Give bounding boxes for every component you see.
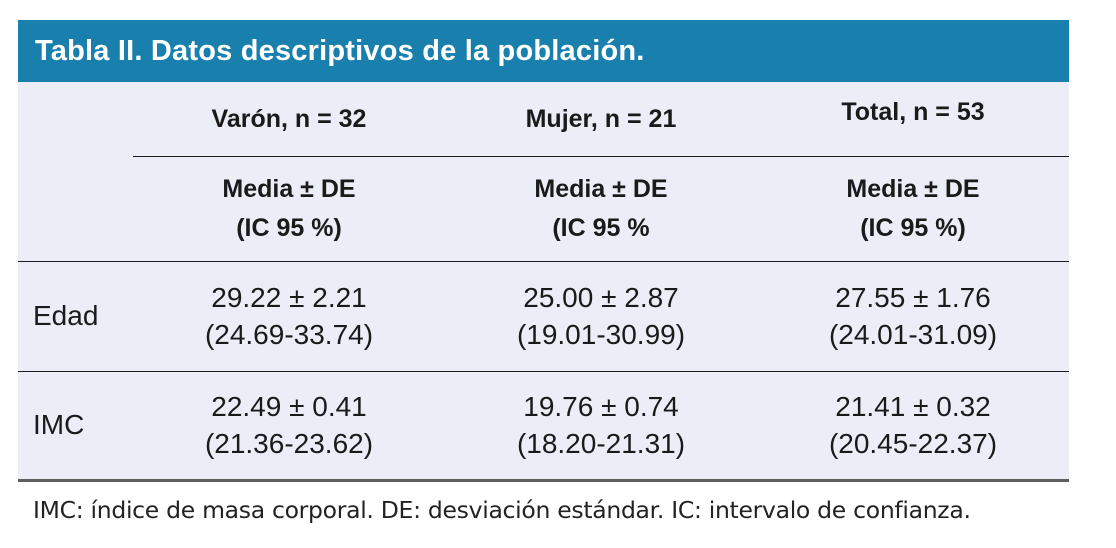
- cell-imc-varon-mean: 22.49 ± 0.41: [211, 391, 367, 423]
- cell-edad-mujer-mean: 25.00 ± 2.87: [523, 282, 679, 314]
- row-label-imc: IMC: [33, 409, 85, 441]
- table-row-imc: IMC 22.49 ± 0.41 (21.36-23.62) 19.76 ± 0…: [18, 372, 1069, 479]
- cell-edad-varon-mean: 29.22 ± 2.21: [211, 282, 367, 314]
- table-title: Tabla II. Datos descriptivos de la pobla…: [35, 34, 645, 67]
- table-body: Varón, n = 32 Mujer, n = 21 Total, n = 5…: [18, 82, 1069, 482]
- sub-header-mujer: Media ± DE (IC 95 %: [445, 157, 757, 261]
- cell-imc-total-ci: (20.45-22.37): [828, 427, 998, 459]
- column-header-mujer-label: Mujer, n = 21: [525, 104, 677, 133]
- cell-edad-total-mean: 27.55 ± 1.76: [835, 282, 991, 314]
- column-header-varon-label: Varón, n = 32: [211, 104, 367, 133]
- cell-imc-total-mean: 21.41 ± 0.32: [835, 391, 991, 423]
- table-footnote: IMC: índice de masa corporal. DE: desvia…: [33, 496, 971, 524]
- sub-header-mujer-line1: Media ± DE: [534, 175, 668, 204]
- column-header-total-label: Total, n = 53: [841, 97, 985, 126]
- cell-edad-mujer-ci: (19.01-30.99): [516, 318, 686, 350]
- table-row-edad: Edad 29.22 ± 2.21 (24.69-33.74) 25.00 ± …: [18, 262, 1069, 372]
- sub-header-row: Media ± DE (IC 95 %) Media ± DE (IC 95 %…: [18, 157, 1069, 262]
- row-label-edad: Edad: [33, 300, 99, 332]
- cell-imc-mujer: 19.76 ± 0.74 (18.20-21.31): [445, 372, 757, 479]
- sub-header-varon-line1: Media ± DE: [222, 175, 356, 204]
- cell-imc-total: 21.41 ± 0.32 (20.45-22.37): [757, 372, 1069, 479]
- column-header-mujer: Mujer, n = 21: [445, 82, 757, 157]
- sub-header-total-line2: (IC 95 %): [860, 214, 966, 242]
- cell-imc-varon-ci: (21.36-23.62): [204, 427, 374, 459]
- cell-imc-varon: 22.49 ± 0.41 (21.36-23.62): [133, 372, 445, 479]
- cell-edad-varon-ci: (24.69-33.74): [204, 318, 374, 350]
- cell-edad-total-ci: (24.01-31.09): [828, 318, 998, 350]
- sub-header-varon: Media ± DE (IC 95 %): [133, 157, 445, 261]
- column-header-total: Total, n = 53: [757, 82, 1069, 157]
- sub-header-varon-line2: (IC 95 %): [236, 214, 342, 242]
- table-title-bar: Tabla II. Datos descriptivos de la pobla…: [18, 20, 1069, 82]
- cell-edad-varon: 29.22 ± 2.21 (24.69-33.74): [133, 262, 445, 371]
- cell-imc-mujer-ci: (18.20-21.31): [516, 427, 686, 459]
- corner-cell: [18, 82, 133, 157]
- sub-header-mujer-line2: (IC 95 %: [552, 214, 650, 242]
- cell-edad-total: 27.55 ± 1.76 (24.01-31.09): [757, 262, 1069, 371]
- sub-header-total-line1: Media ± DE: [846, 175, 980, 204]
- column-header-varon: Varón, n = 32: [133, 82, 445, 157]
- cell-edad-mujer: 25.00 ± 2.87 (19.01-30.99): [445, 262, 757, 371]
- group-header-row: Varón, n = 32 Mujer, n = 21 Total, n = 5…: [18, 82, 1069, 157]
- sub-header-corner-cell: [18, 157, 133, 261]
- sub-header-total: Media ± DE (IC 95 %): [757, 157, 1069, 261]
- table-card: Tabla II. Datos descriptivos de la pobla…: [18, 20, 1069, 482]
- cell-imc-mujer-mean: 19.76 ± 0.74: [523, 391, 679, 423]
